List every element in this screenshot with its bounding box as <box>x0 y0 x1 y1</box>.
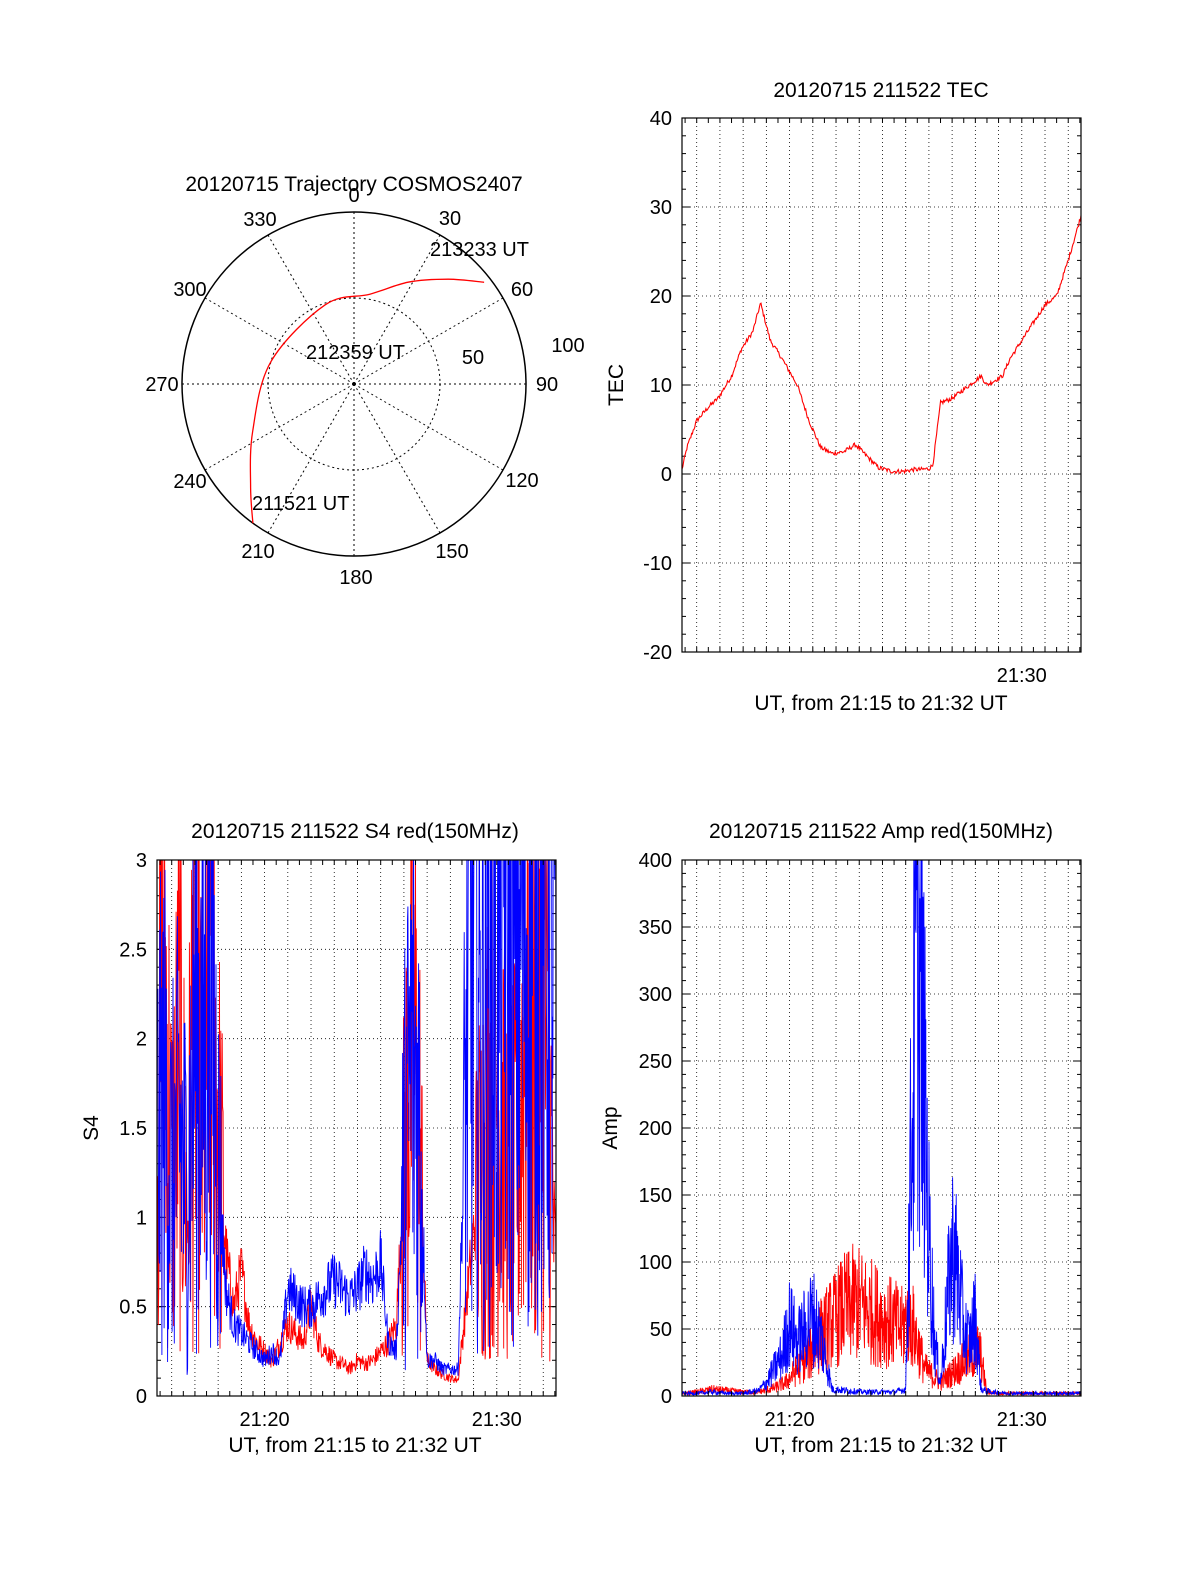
azimuth-label: 270 <box>145 374 178 396</box>
y-tick-label: 300 <box>639 984 672 1006</box>
trajectory-line <box>249 278 485 524</box>
x-tick-label: 21:30 <box>997 1409 1047 1431</box>
plot-frame <box>681 117 1082 653</box>
polar-spoke <box>353 297 504 385</box>
y-tick-label: 20 <box>650 286 672 308</box>
series-line-1 <box>682 1243 1081 1396</box>
y-tick-label: 0.5 <box>119 1297 147 1319</box>
y-tick-label: -20 <box>643 642 672 664</box>
s4-ylabel: S4 <box>80 1115 103 1141</box>
plot-frame <box>681 859 1082 1397</box>
polar-spoke <box>353 234 441 385</box>
azimuth-label: 120 <box>505 470 538 492</box>
polar-title: 20120715 Trajectory COSMOS2407 <box>185 173 522 196</box>
y-tick-label: 400 <box>639 850 672 872</box>
series-line-2 <box>157 860 556 1376</box>
x-tick-label: 21:20 <box>765 1409 815 1431</box>
azimuth-label: 30 <box>439 208 461 230</box>
plot-frame <box>156 859 557 1397</box>
amp-plot-area: 0 50 100 150 200 250 300 350 400 21:20 21:30 <box>639 850 1082 1431</box>
azimuth-label: 240 <box>173 471 206 493</box>
trajectory-end-label: 213233 UT <box>430 239 529 261</box>
y-tick-label: 30 <box>650 197 672 219</box>
x-tick-label: 21:20 <box>240 1409 290 1431</box>
y-tick-label: 0 <box>661 464 672 486</box>
polar-spoke <box>267 383 355 534</box>
x-tick-label: 21:30 <box>472 1409 522 1431</box>
y-tick-label: 150 <box>639 1185 672 1207</box>
polar-spoke <box>204 297 355 385</box>
zenith-label: 50 <box>462 347 484 369</box>
series-group <box>682 860 1081 1396</box>
azimuth-label: 300 <box>173 279 206 301</box>
zenith-label: 100 <box>551 335 584 357</box>
tec-title: 20120715 211522 TEC <box>773 79 988 102</box>
series-line-2 <box>682 860 1081 1396</box>
trajectory-polar-plot: 20120715 Trajectory COSMOS2407 0 30 60 90 12… <box>145 173 584 589</box>
tec-xlabel: UT, from 21:15 to 21:32 UT <box>754 692 1007 715</box>
y-tick-label: 10 <box>650 375 672 397</box>
y-tick-label: 200 <box>639 1118 672 1140</box>
amp-ylabel: Amp <box>599 1106 622 1149</box>
polar-labels: 0 30 60 90 120 150 180 210 240 270 300 330 50 100 <box>145 185 584 589</box>
y-tick-label: 2.5 <box>119 939 147 961</box>
azimuth-label: 180 <box>339 567 372 589</box>
y-tick-label: 350 <box>639 917 672 939</box>
amp-chart: 20120715 211522 Amp red(150MHz) 0 50 100 15… <box>599 820 1082 1457</box>
azimuth-label: 60 <box>511 279 533 301</box>
y-tick-label: 1.5 <box>119 1118 147 1140</box>
series-group <box>682 215 1081 475</box>
y-tick-label: 2 <box>136 1029 147 1051</box>
y-tick-label: 3 <box>136 850 147 872</box>
trajectory-start-label: 211521 UT <box>252 493 349 515</box>
y-tick-label: 40 <box>650 108 672 130</box>
y-tick-label: 250 <box>639 1051 672 1073</box>
y-tick-label: 50 <box>650 1319 672 1341</box>
tec-ylabel: TEC <box>605 364 628 406</box>
x-tick-label: 21:30 <box>997 665 1047 687</box>
azimuth-label: 90 <box>536 374 558 396</box>
polar-grid <box>181 211 527 557</box>
s4-plot-area: 0 0.5 1 1.5 2 2.5 3 21:20 21:30 <box>119 850 557 1431</box>
azimuth-label: 150 <box>435 541 468 563</box>
polar-spoke <box>353 383 441 534</box>
polar-spoke <box>267 234 355 385</box>
polar-series <box>249 278 485 524</box>
y-tick-label: 1 <box>136 1207 147 1229</box>
series-line-1 <box>682 215 1081 475</box>
y-tick-label: 0 <box>661 1386 672 1408</box>
azimuth-label: 0 <box>348 185 359 207</box>
y-tick-label: 100 <box>639 1252 672 1274</box>
series-group <box>157 860 556 1384</box>
polar-spoke <box>204 383 355 471</box>
amp-xlabel: UT, from 21:15 to 21:32 UT <box>754 1434 1007 1457</box>
polar-spoke <box>353 383 504 471</box>
y-tick-label: -10 <box>643 553 672 575</box>
tec-chart: 20120715 211522 TEC -20 -10 0 10 20 30 40 21:30… <box>605 79 1082 715</box>
s4-xlabel: UT, from 21:15 to 21:32 UT <box>228 1434 481 1457</box>
tec-plot-area: -20 -10 0 10 20 30 40 21:30 <box>643 108 1082 687</box>
y-tick-label: 0 <box>136 1386 147 1408</box>
azimuth-label: 210 <box>241 541 274 563</box>
azimuth-label: 330 <box>243 209 276 231</box>
s4-chart: 20120715 211522 S4 red(150MHz) 0 0.5 1 1.5 2… <box>80 820 557 1457</box>
amp-title: 20120715 211522 Amp red(150MHz) <box>709 820 1053 843</box>
trajectory-mid-label: 212359 UT <box>306 342 405 364</box>
s4-title: 20120715 211522 S4 red(150MHz) <box>191 820 519 843</box>
